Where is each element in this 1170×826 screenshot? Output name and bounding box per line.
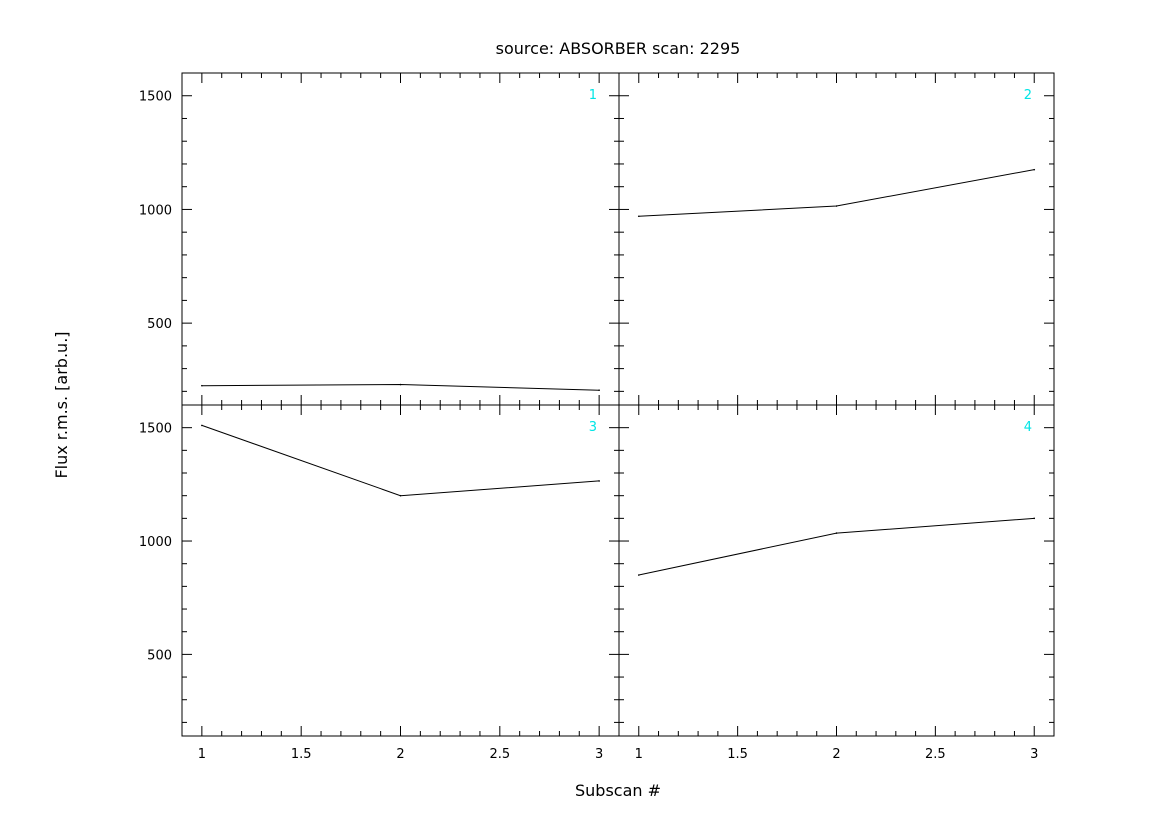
x-tick-label: 2 bbox=[396, 747, 404, 762]
x-tick-label: 2.5 bbox=[489, 747, 510, 762]
panel-2: 2 bbox=[618, 72, 1055, 406]
panel-frame bbox=[618, 404, 1055, 737]
panel-number: 1 bbox=[589, 88, 597, 103]
x-tick-label: 1.5 bbox=[727, 747, 748, 762]
data-point bbox=[201, 384, 203, 387]
x-tick-label: 2.5 bbox=[925, 747, 946, 762]
data-point bbox=[598, 480, 600, 482]
data-point bbox=[1033, 168, 1036, 171]
series-line bbox=[201, 383, 600, 391]
panel-number: 4 bbox=[1024, 420, 1032, 435]
panel-number: 2 bbox=[1024, 88, 1032, 103]
panel-4: 1 1.5 2 2.5 3 4 bbox=[618, 404, 1055, 762]
panel-grid: 500 1000 1500 1 2 500 1000 1500 1 1.5 2 2.5 3 3 1 1.5 2 2… bbox=[139, 72, 1055, 762]
y-tick-label: 1500 bbox=[139, 422, 172, 437]
x-tick-label: 3 bbox=[595, 747, 603, 762]
series-line bbox=[638, 517, 1035, 576]
data-point bbox=[835, 205, 838, 207]
y-tick-label: 1000 bbox=[139, 535, 172, 550]
chart-title: source: ABSORBER scan: 2295 bbox=[496, 39, 741, 58]
data-point bbox=[1033, 517, 1036, 520]
panel-1: 500 1000 1500 1 bbox=[139, 72, 620, 406]
data-point bbox=[637, 215, 640, 218]
series-line bbox=[638, 169, 1035, 217]
series-line bbox=[201, 424, 600, 497]
data-point bbox=[637, 574, 640, 576]
x-tick-label: 1.5 bbox=[291, 747, 312, 762]
data-point bbox=[399, 494, 402, 497]
panel-frame bbox=[181, 404, 620, 737]
panel-frame bbox=[181, 72, 620, 406]
panel-number: 3 bbox=[589, 420, 597, 435]
x-tick-label: 2 bbox=[832, 747, 840, 762]
y-tick-label: 1000 bbox=[139, 203, 172, 218]
x-axis-label: Subscan # bbox=[575, 781, 661, 800]
y-axis-label: Flux r.m.s. [arb.u.] bbox=[52, 331, 71, 478]
panel-3: 500 1000 1500 1 1.5 2 2.5 3 3 bbox=[139, 404, 620, 762]
data-point bbox=[598, 389, 600, 392]
data-point bbox=[835, 532, 838, 534]
y-tick-label: 1500 bbox=[139, 90, 172, 105]
x-tick-label: 3 bbox=[1030, 747, 1038, 762]
y-tick-label: 500 bbox=[147, 648, 172, 663]
x-tick-label: 1 bbox=[635, 747, 643, 762]
panel-frame bbox=[618, 72, 1055, 406]
data-point bbox=[201, 424, 203, 427]
y-tick-label: 500 bbox=[147, 317, 172, 332]
data-point bbox=[399, 383, 402, 386]
x-tick-label: 1 bbox=[198, 747, 206, 762]
